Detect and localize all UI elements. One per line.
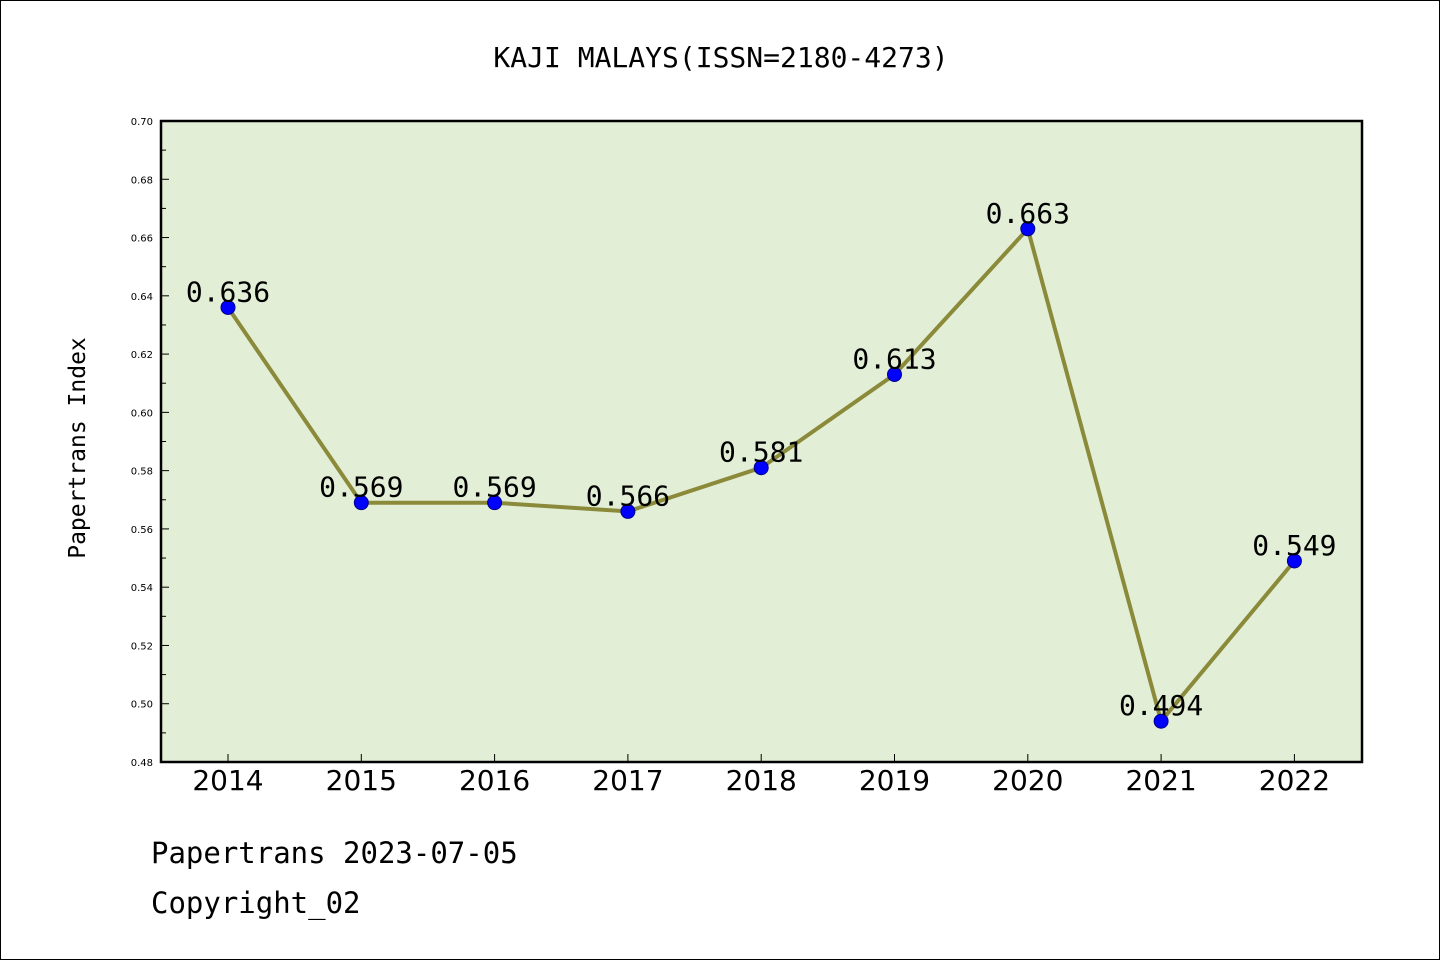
data-point — [353, 495, 369, 511]
y-tick-label: 0.68 — [131, 175, 153, 186]
data-point — [1286, 553, 1302, 569]
plot-border — [159, 119, 1364, 764]
data-label: 0.549 — [1252, 529, 1336, 562]
plot-area — [161, 121, 1362, 762]
chart-title: KAJI MALAYS(ISSN=2180-4273) — [493, 41, 948, 74]
y-tick-label: 0.52 — [131, 641, 153, 652]
data-label: 0.613 — [852, 342, 936, 375]
x-tick-label: 2015 — [326, 764, 397, 797]
data-point — [753, 460, 769, 476]
y-axis-label: Papertrans Index — [65, 337, 91, 559]
x-tick-label: 2016 — [459, 764, 530, 797]
x-tick-label: 2014 — [192, 764, 263, 797]
y-tick-label: 0.58 — [131, 467, 153, 478]
x-tick-label: 2018 — [726, 764, 797, 797]
data-label: 0.581 — [719, 436, 803, 469]
y-tick-label: 0.66 — [131, 234, 153, 245]
data-point — [220, 299, 236, 315]
data-label: 0.569 — [319, 471, 403, 504]
y-tick-label: 0.62 — [131, 350, 153, 361]
x-tick-label: 2019 — [859, 764, 930, 797]
data-point — [1020, 221, 1036, 237]
x-tick-label: 2022 — [1259, 764, 1330, 797]
data-label: 0.566 — [586, 479, 670, 512]
y-tick-label: 0.54 — [131, 583, 153, 594]
data-label: 0.636 — [186, 275, 270, 308]
y-tick-label: 0.48 — [131, 758, 153, 769]
y-tick-label: 0.70 — [131, 117, 153, 128]
y-tick-label: 0.50 — [131, 700, 153, 711]
data-label: 0.663 — [986, 197, 1070, 230]
y-tick-label: 0.64 — [131, 292, 153, 303]
data-point — [1153, 713, 1169, 729]
data-point — [887, 366, 902, 382]
y-tick-label: 0.60 — [131, 408, 153, 419]
footer-copyright: Copyright_02 — [151, 886, 361, 920]
x-tick-label: 2020 — [992, 764, 1063, 797]
y-tick-label: 0.56 — [131, 525, 153, 536]
data-point — [487, 495, 503, 511]
data-point — [620, 503, 636, 519]
x-tick-label: 2021 — [1125, 764, 1196, 797]
footer-source-date: Papertrans 2023-07-05 — [151, 836, 518, 870]
data-label: 0.494 — [1119, 689, 1203, 722]
x-tick-label: 2017 — [592, 764, 663, 797]
data-label: 0.569 — [452, 471, 536, 504]
